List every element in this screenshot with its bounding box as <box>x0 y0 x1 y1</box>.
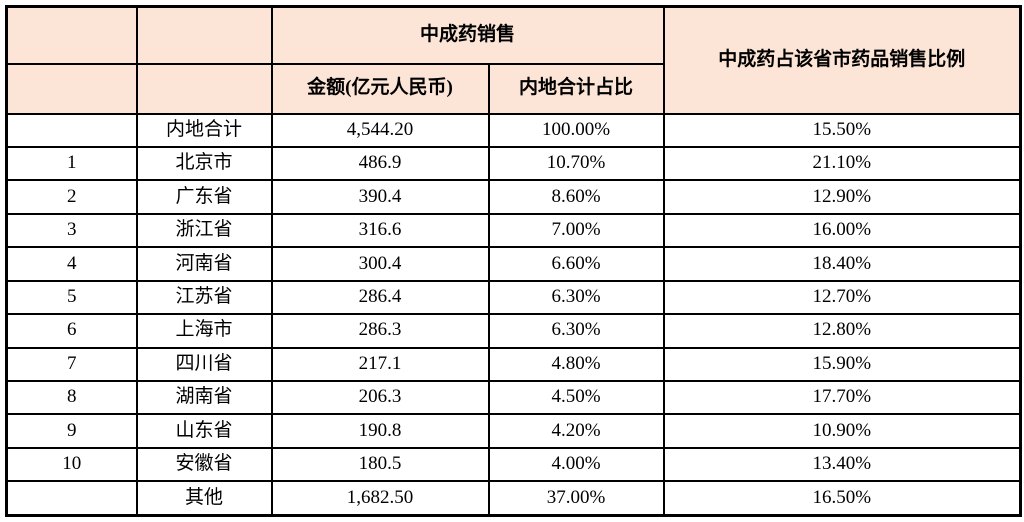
rank-cell: 5 <box>5 279 138 316</box>
sales-group-header: 中成药销售 <box>270 5 665 65</box>
table-row-1: 1 北京市 486.9 10.70% 21.10% <box>5 145 1022 182</box>
ratio-column-header: 中成药占该省市药品销售比例 <box>662 5 1022 115</box>
share-cell: 6.60% <box>487 246 665 282</box>
rank-cell: 4 <box>5 246 138 282</box>
table-row-10: 10 安徽省 180.5 4.00% 13.40% <box>5 446 1022 483</box>
table-row-9: 9 山东省 190.8 4.20% 10.90% <box>5 413 1022 449</box>
share-cell: 4.00% <box>487 446 665 483</box>
region-cell: 湖南省 <box>135 379 273 416</box>
region-cell: 广东省 <box>135 179 273 215</box>
rank-cell: 8 <box>5 379 138 416</box>
amount-cell: 316.6 <box>270 212 490 249</box>
ratio-cell: 21.10% <box>662 145 1022 182</box>
region-cell: 内地合计 <box>135 112 273 148</box>
rank-cell: 9 <box>5 413 138 449</box>
ratio-cell: 15.90% <box>662 346 1022 383</box>
empty-subheader-cell-rank <box>5 62 138 115</box>
header-row-group: 中成药销售 中成药占该省市药品销售比例 <box>5 5 1022 115</box>
ratio-cell: 10.90% <box>662 413 1022 449</box>
share-cell: 10.70% <box>487 145 665 182</box>
empty-subheader-cell-region <box>135 62 273 115</box>
region-cell: 上海市 <box>135 313 273 349</box>
amount-cell: 486.9 <box>270 145 490 182</box>
ratio-cell: 12.70% <box>662 279 1022 316</box>
amount-cell: 390.4 <box>270 179 490 215</box>
amount-cell: 1,682.50 <box>270 480 490 517</box>
rank-cell: 6 <box>5 313 138 349</box>
ratio-cell: 13.40% <box>662 446 1022 483</box>
amount-cell: 190.8 <box>270 413 490 449</box>
region-cell: 四川省 <box>135 346 273 383</box>
share-cell: 100.00% <box>487 112 665 148</box>
share-cell: 37.00% <box>487 480 665 517</box>
share-cell: 4.20% <box>487 413 665 449</box>
rank-cell: 7 <box>5 346 138 383</box>
region-cell: 安徽省 <box>135 446 273 483</box>
empty-header-cell-rank <box>5 5 138 65</box>
region-cell: 其他 <box>135 480 273 517</box>
amount-column-header: 金额(亿元人民币) <box>270 62 490 115</box>
ratio-cell: 16.50% <box>662 480 1022 517</box>
share-cell: 7.00% <box>487 212 665 249</box>
table-row-2: 2 广东省 390.4 8.60% 12.90% <box>5 179 1022 215</box>
table-row-8: 8 湖南省 206.3 4.50% 17.70% <box>5 379 1022 416</box>
table-row-3: 3 浙江省 316.6 7.00% 16.00% <box>5 212 1022 249</box>
rank-cell: 2 <box>5 179 138 215</box>
rank-cell <box>5 480 138 517</box>
share-cell: 6.30% <box>487 279 665 316</box>
region-cell: 江苏省 <box>135 279 273 316</box>
table-row-others: 其他 1,682.50 37.00% 16.50% <box>5 480 1022 517</box>
rank-cell: 1 <box>5 145 138 182</box>
amount-cell: 4,544.20 <box>270 112 490 148</box>
amount-cell: 286.3 <box>270 313 490 349</box>
rank-cell <box>5 112 138 148</box>
rank-cell: 10 <box>5 446 138 483</box>
region-cell: 浙江省 <box>135 212 273 249</box>
table-row-mainland-total: 内地合计 4,544.20 100.00% 15.50% <box>5 112 1022 148</box>
amount-cell: 180.5 <box>270 446 490 483</box>
share-cell: 4.50% <box>487 379 665 416</box>
share-cell: 6.30% <box>487 313 665 349</box>
empty-header-cell-region <box>135 5 273 65</box>
table-row-4: 4 河南省 300.4 6.60% 18.40% <box>5 246 1022 282</box>
amount-cell: 206.3 <box>270 379 490 416</box>
ratio-cell: 12.90% <box>662 179 1022 215</box>
ratio-cell: 17.70% <box>662 379 1022 416</box>
amount-cell: 217.1 <box>270 346 490 383</box>
share-cell: 4.80% <box>487 346 665 383</box>
table-row-5: 5 江苏省 286.4 6.30% 12.70% <box>5 279 1022 316</box>
header-row-columns: 金额(亿元人民币) 内地合计占比 <box>5 62 1021 115</box>
amount-cell: 286.4 <box>270 279 490 316</box>
amount-cell: 300.4 <box>270 246 490 282</box>
region-cell: 北京市 <box>135 145 273 182</box>
ratio-cell: 18.40% <box>662 246 1022 282</box>
ratio-cell: 16.00% <box>662 212 1022 249</box>
ratio-cell: 15.50% <box>662 112 1022 148</box>
region-cell: 河南省 <box>135 246 273 282</box>
table-row-7: 7 四川省 217.1 4.80% 15.90% <box>5 346 1022 383</box>
chinese-patent-medicine-sales-table: 中成药销售 中成药占该省市药品销售比例 金额(亿元人民币) 内地合计占比 内地合… <box>5 5 1023 517</box>
table-row-6: 6 上海市 286.3 6.30% 12.80% <box>5 313 1022 349</box>
region-cell: 山东省 <box>135 413 273 449</box>
share-column-header: 内地合计占比 <box>487 62 665 115</box>
rank-cell: 3 <box>5 212 138 249</box>
ratio-cell: 12.80% <box>662 313 1022 349</box>
share-cell: 8.60% <box>487 179 665 215</box>
